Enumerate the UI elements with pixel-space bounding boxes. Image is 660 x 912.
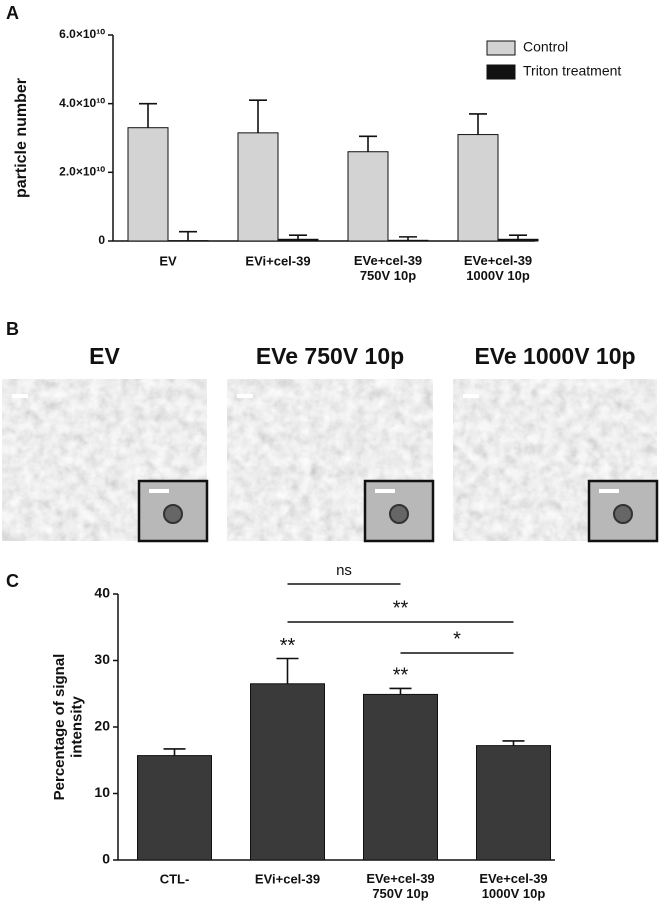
- error-bar: [139, 104, 157, 128]
- bar: [251, 684, 325, 860]
- error-bar: [164, 749, 186, 756]
- bar: [238, 133, 278, 241]
- y-tick-label: 4.0×10¹⁰: [59, 96, 105, 110]
- error-bar: [289, 235, 307, 239]
- y-tick-label: 30: [94, 651, 110, 667]
- inset-scale-bar: [375, 489, 395, 493]
- y-tick-label: 20: [94, 718, 110, 734]
- panel-label: C: [6, 571, 19, 591]
- inset-scale-bar: [149, 489, 169, 493]
- x-tick-label: EV: [159, 253, 177, 268]
- legend-label: Control: [523, 39, 568, 55]
- legend-swatch: [487, 65, 515, 79]
- vesicle: [614, 505, 632, 523]
- x-tick-label: EVi+cel-39: [245, 253, 310, 268]
- error-bar: [399, 237, 417, 240]
- error-bar: [249, 100, 267, 133]
- y-tick-label: 10: [94, 784, 110, 800]
- bar: [278, 239, 318, 241]
- bracket-label: *: [453, 628, 461, 650]
- legend-label: Triton treatment: [523, 63, 621, 79]
- error-bar: [509, 235, 527, 239]
- inset-scale-bar: [599, 489, 619, 493]
- scale-bar: [463, 394, 479, 398]
- error-bar: [359, 136, 377, 151]
- bar: [477, 746, 551, 860]
- y-tick-label: 2.0×10¹⁰: [59, 165, 105, 179]
- vesicle: [390, 505, 408, 523]
- y-tick-label: 40: [94, 585, 110, 601]
- bar: [388, 240, 428, 241]
- scale-bar: [237, 394, 253, 398]
- y-tick-label: 6.0×10¹⁰: [59, 27, 105, 41]
- bracket-label: ns: [336, 562, 352, 579]
- legend-swatch: [487, 41, 515, 55]
- micrograph-title: EV: [89, 343, 120, 369]
- bar: [498, 239, 538, 241]
- bar: [364, 694, 438, 860]
- bar: [348, 152, 388, 241]
- y-axis-label: particle number: [13, 78, 30, 198]
- error-bar: [179, 232, 197, 241]
- vesicle: [164, 505, 182, 523]
- error-bar: [469, 114, 487, 135]
- y-axis-label: Percentage of signalintensity: [51, 654, 85, 801]
- x-tick-label: EVi+cel-39: [255, 871, 320, 886]
- bar: [128, 128, 168, 241]
- x-tick-label: CTL-: [160, 871, 190, 886]
- significance-label: **: [280, 635, 296, 657]
- y-tick-label: 0: [98, 233, 105, 247]
- error-bar: [503, 741, 525, 746]
- significance-label: **: [393, 665, 409, 687]
- bar: [138, 756, 212, 860]
- bar: [458, 135, 498, 241]
- micrograph-title: EVe 1000V 10p: [474, 343, 635, 369]
- panel-label: B: [6, 319, 19, 339]
- panel-label: A: [6, 3, 19, 23]
- error-bar: [277, 659, 299, 684]
- y-tick-label: 0: [102, 851, 110, 867]
- micrograph-title: EVe 750V 10p: [256, 343, 404, 369]
- bracket-label: **: [393, 597, 409, 619]
- scale-bar: [12, 394, 28, 398]
- error-bar: [390, 688, 412, 694]
